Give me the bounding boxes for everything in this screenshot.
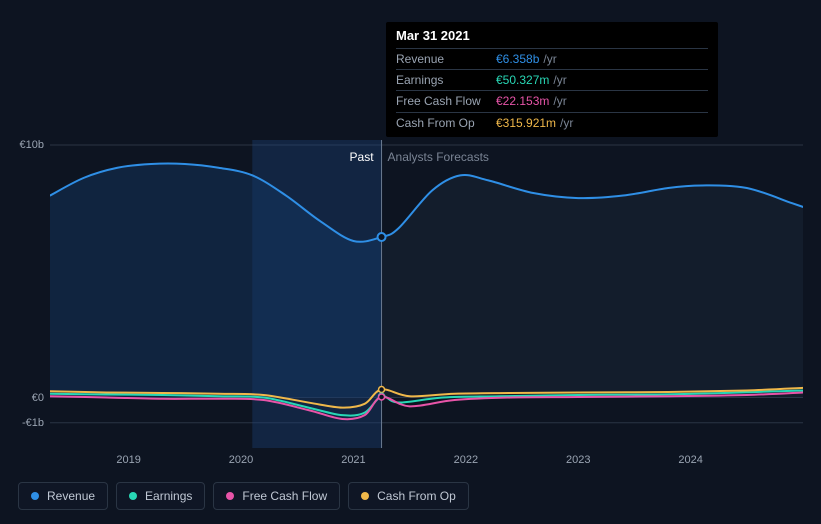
legend-item-cfo[interactable]: Cash From Op (348, 482, 469, 510)
tooltip-row: Cash From Op€315.921m/yr (396, 112, 708, 133)
tooltip-row: Earnings€50.327m/yr (396, 69, 708, 90)
y-axis-labels: -€1b €0 €10b (0, 0, 48, 524)
legend-item-fcf[interactable]: Free Cash Flow (213, 482, 340, 510)
past-region-label: Past (350, 150, 374, 164)
chart-svg (50, 140, 803, 448)
tooltip-unit: /yr (553, 73, 566, 87)
legend-label: Cash From Op (377, 489, 456, 503)
legend-label: Revenue (47, 489, 95, 503)
legend-dot-icon (361, 492, 369, 500)
financial-chart: -€1b€0€10b Past Analysts Forecasts 20192… (0, 0, 821, 524)
y-tick-label: €0 (32, 392, 44, 404)
legend-item-revenue[interactable]: Revenue (18, 482, 108, 510)
legend-label: Free Cash Flow (242, 489, 327, 503)
tooltip-row: Free Cash Flow€22.153m/yr (396, 90, 708, 111)
chart-legend: Revenue Earnings Free Cash Flow Cash From O… (18, 482, 469, 510)
x-tick-label: 2021 (341, 454, 365, 466)
tooltip-row: Revenue€6.358b/yr (396, 48, 708, 69)
plot-area[interactable] (50, 140, 803, 448)
tooltip-metric-label: Earnings (396, 73, 496, 87)
tooltip-date: Mar 31 2021 (396, 28, 708, 48)
legend-item-earnings[interactable]: Earnings (116, 482, 205, 510)
tooltip-metric-label: Revenue (396, 52, 496, 66)
forecast-region-label: Analysts Forecasts (388, 150, 489, 164)
legend-dot-icon (129, 492, 137, 500)
x-tick-label: 2023 (566, 454, 590, 466)
tooltip-unit: /yr (543, 52, 556, 66)
tooltip-unit: /yr (553, 94, 566, 108)
tooltip-metric-value: €315.921m (496, 116, 556, 130)
x-tick-label: 2020 (229, 454, 253, 466)
legend-dot-icon (31, 492, 39, 500)
legend-label: Earnings (145, 489, 192, 503)
tooltip-unit: /yr (560, 116, 573, 130)
y-tick-label: -€1b (22, 417, 44, 429)
tooltip-metric-label: Cash From Op (396, 116, 496, 130)
tooltip-metric-value: €6.358b (496, 52, 539, 66)
tooltip-metric-value: €22.153m (496, 94, 549, 108)
marker-revenue (378, 233, 386, 241)
x-tick-label: 2022 (454, 454, 478, 466)
tooltip-metric-label: Free Cash Flow (396, 94, 496, 108)
x-tick-label: 2019 (116, 454, 140, 466)
y-tick-label: €10b (20, 139, 44, 151)
x-axis-labels: 2019 2020 2021 2022 2023 2024 (50, 454, 803, 470)
tooltip-metric-value: €50.327m (496, 73, 549, 87)
legend-dot-icon (226, 492, 234, 500)
x-tick-label: 2024 (678, 454, 702, 466)
data-tooltip: Mar 31 2021 Revenue€6.358b/yrEarnings€50… (386, 22, 718, 137)
